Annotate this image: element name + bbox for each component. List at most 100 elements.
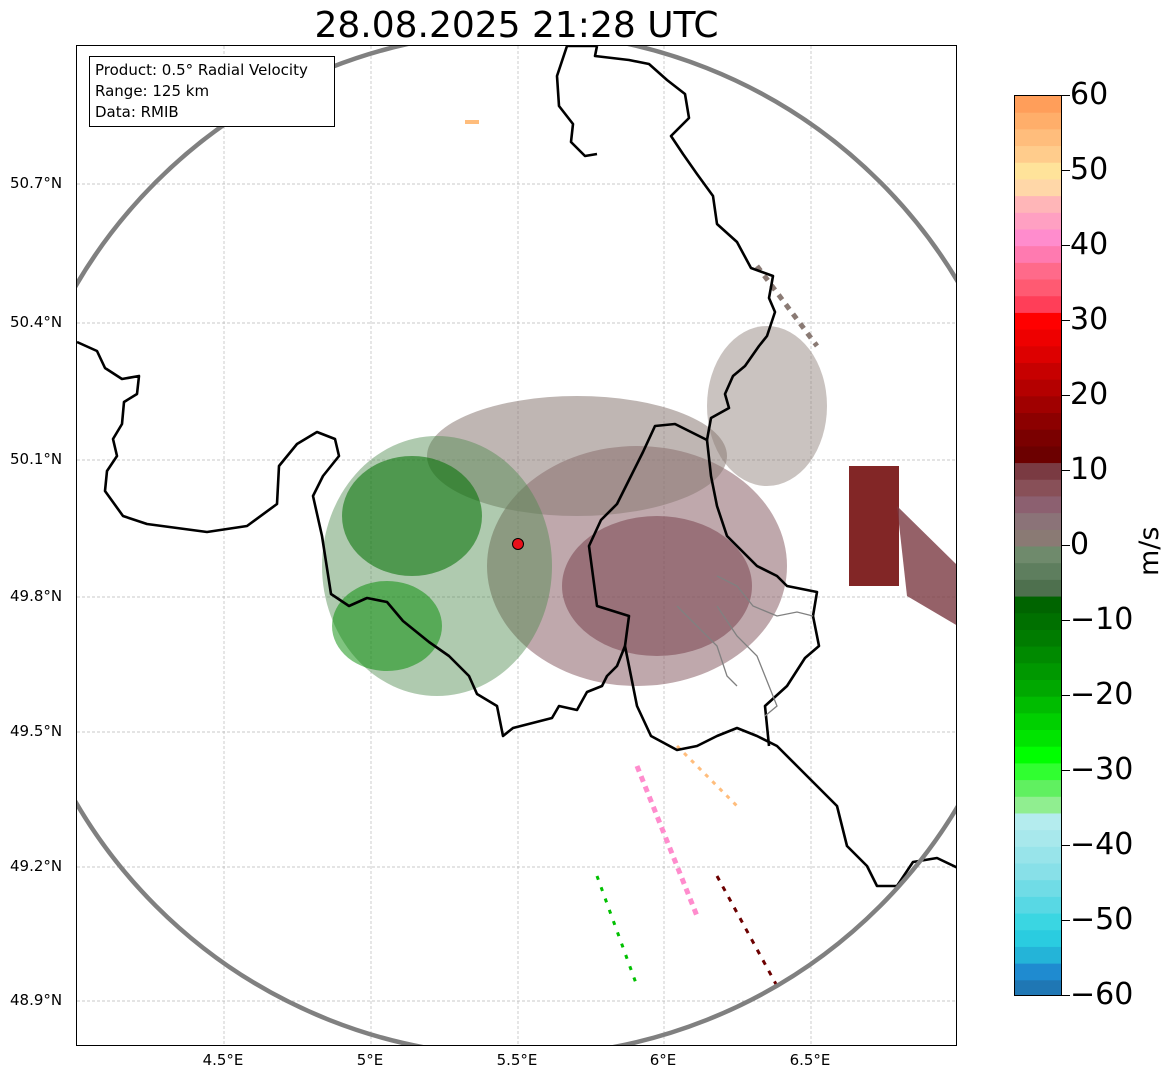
colorbar-tick xyxy=(1062,245,1070,246)
colorbar-band xyxy=(1015,362,1061,381)
colorbar-band xyxy=(1015,646,1061,664)
echo-north-speck xyxy=(465,120,479,124)
echo-south-streak-d xyxy=(675,744,739,808)
echo-outbound-core xyxy=(562,516,752,656)
colorbar-unit-label: m/s xyxy=(1134,526,1165,576)
colorbar-band xyxy=(1015,629,1061,648)
colorbar-tick xyxy=(1062,620,1070,621)
lat-label: 48.9°N xyxy=(10,991,63,1009)
colorbar-band xyxy=(1015,896,1061,915)
colorbar-band xyxy=(1015,296,1061,314)
colorbar-tick-label: 10 xyxy=(1070,452,1109,487)
colorbar-band xyxy=(1015,963,1061,981)
colorbar-band xyxy=(1015,696,1061,714)
colorbar-band xyxy=(1015,913,1061,931)
colorbar-band xyxy=(1015,446,1061,464)
colorbar-tick-label: 20 xyxy=(1070,377,1109,412)
colorbar-band xyxy=(1015,796,1061,815)
chart-title: 28.08.2025 21:28 UTC xyxy=(314,5,719,46)
echo-east-storm xyxy=(849,466,899,586)
colorbar-band xyxy=(1015,563,1061,581)
colorbar-tick xyxy=(1062,995,1070,996)
region-border-b xyxy=(716,605,778,717)
lat-label: 50.4°N xyxy=(10,313,63,331)
colorbar-tick xyxy=(1062,470,1070,471)
colorbar-band xyxy=(1015,246,1061,264)
colorbar-band xyxy=(1015,980,1061,995)
country-borders xyxy=(77,46,956,888)
colorbar-band xyxy=(1015,713,1061,731)
colorbar-band xyxy=(1015,730,1061,748)
radar-map-panel xyxy=(76,45,957,1046)
colorbar-tick-label: −40 xyxy=(1070,827,1134,862)
colorbar-band xyxy=(1015,146,1061,164)
colorbar-band xyxy=(1015,162,1061,181)
echo-south-streak-c xyxy=(595,875,639,987)
info-range-line: Range: 125 km xyxy=(95,82,210,100)
lon-label: 5.5°E xyxy=(496,1051,538,1069)
colorbar-band xyxy=(1015,212,1061,231)
border-center-loop xyxy=(555,46,598,158)
info-data-line: Data: RMIB xyxy=(95,103,179,121)
region-border-a xyxy=(716,575,814,617)
echo-near-zero xyxy=(427,396,727,516)
colorbar-tick xyxy=(1062,695,1070,696)
colorbar-band xyxy=(1015,179,1061,197)
colorbar-band xyxy=(1015,463,1061,481)
colorbar-band xyxy=(1015,546,1061,564)
colorbar-band xyxy=(1015,663,1061,681)
radar-map-canvas xyxy=(77,46,956,1045)
colorbar-tick-label: −30 xyxy=(1070,752,1134,787)
colorbar-band xyxy=(1015,479,1061,498)
colorbar-tick xyxy=(1062,920,1070,921)
colorbar-tick xyxy=(1062,320,1070,321)
colorbar-band xyxy=(1015,679,1061,698)
echo-south-streak-a xyxy=(634,765,700,917)
colorbar-band xyxy=(1015,129,1061,147)
colorbar-tick xyxy=(1062,545,1070,546)
lon-label: 6.5°E xyxy=(789,1051,831,1069)
lon-label: 5°E xyxy=(356,1051,384,1069)
colorbar-band xyxy=(1015,112,1061,130)
lon-label: 6°E xyxy=(649,1051,677,1069)
info-product-line: Product: 0.5° Radial Velocity xyxy=(95,61,308,79)
colorbar-tick xyxy=(1062,170,1070,171)
echo-inbound-core xyxy=(342,456,482,576)
colorbar-tick-label: 50 xyxy=(1070,152,1109,187)
colorbar-band xyxy=(1015,746,1061,765)
lat-label: 50.1°N xyxy=(10,450,63,468)
echo-inbound-southwest xyxy=(332,581,442,671)
colorbar-tick-label: −50 xyxy=(1070,902,1134,937)
colorbar-band xyxy=(1015,596,1061,614)
border-northwest xyxy=(77,340,627,738)
colorbar-band xyxy=(1015,880,1061,898)
lat-label: 49.8°N xyxy=(10,587,63,605)
colorbar-band xyxy=(1015,763,1061,781)
echo-northeast-band xyxy=(707,326,827,486)
radar-echoes xyxy=(322,120,956,987)
colorbar-tick-label: −20 xyxy=(1070,677,1134,712)
colorbar-band xyxy=(1015,946,1061,965)
velocity-colorbar xyxy=(1014,95,1062,996)
colorbar-tick-label: −10 xyxy=(1070,602,1134,637)
colorbar-band xyxy=(1015,496,1061,514)
colorbar-band xyxy=(1015,830,1061,848)
colorbar-band xyxy=(1015,429,1061,447)
border-east xyxy=(705,439,821,747)
colorbar-band xyxy=(1015,262,1061,281)
colorbar-band xyxy=(1015,196,1061,214)
colorbar-band xyxy=(1015,863,1061,881)
colorbar-band xyxy=(1015,780,1061,798)
colorbar-tick-label: 0 xyxy=(1070,527,1090,562)
region-borders xyxy=(676,575,814,717)
colorbar-band xyxy=(1015,329,1061,347)
colorbar-tick xyxy=(1062,845,1070,846)
radar-site-marker xyxy=(512,538,524,550)
colorbar-tick-label: 40 xyxy=(1070,227,1109,262)
colorbar-band xyxy=(1015,312,1061,331)
colorbar-band xyxy=(1015,413,1061,431)
region-border-c xyxy=(676,605,738,687)
lat-label: 50.7°N xyxy=(10,174,63,192)
colorbar-band xyxy=(1015,379,1061,397)
lat-label: 49.2°N xyxy=(10,857,63,875)
